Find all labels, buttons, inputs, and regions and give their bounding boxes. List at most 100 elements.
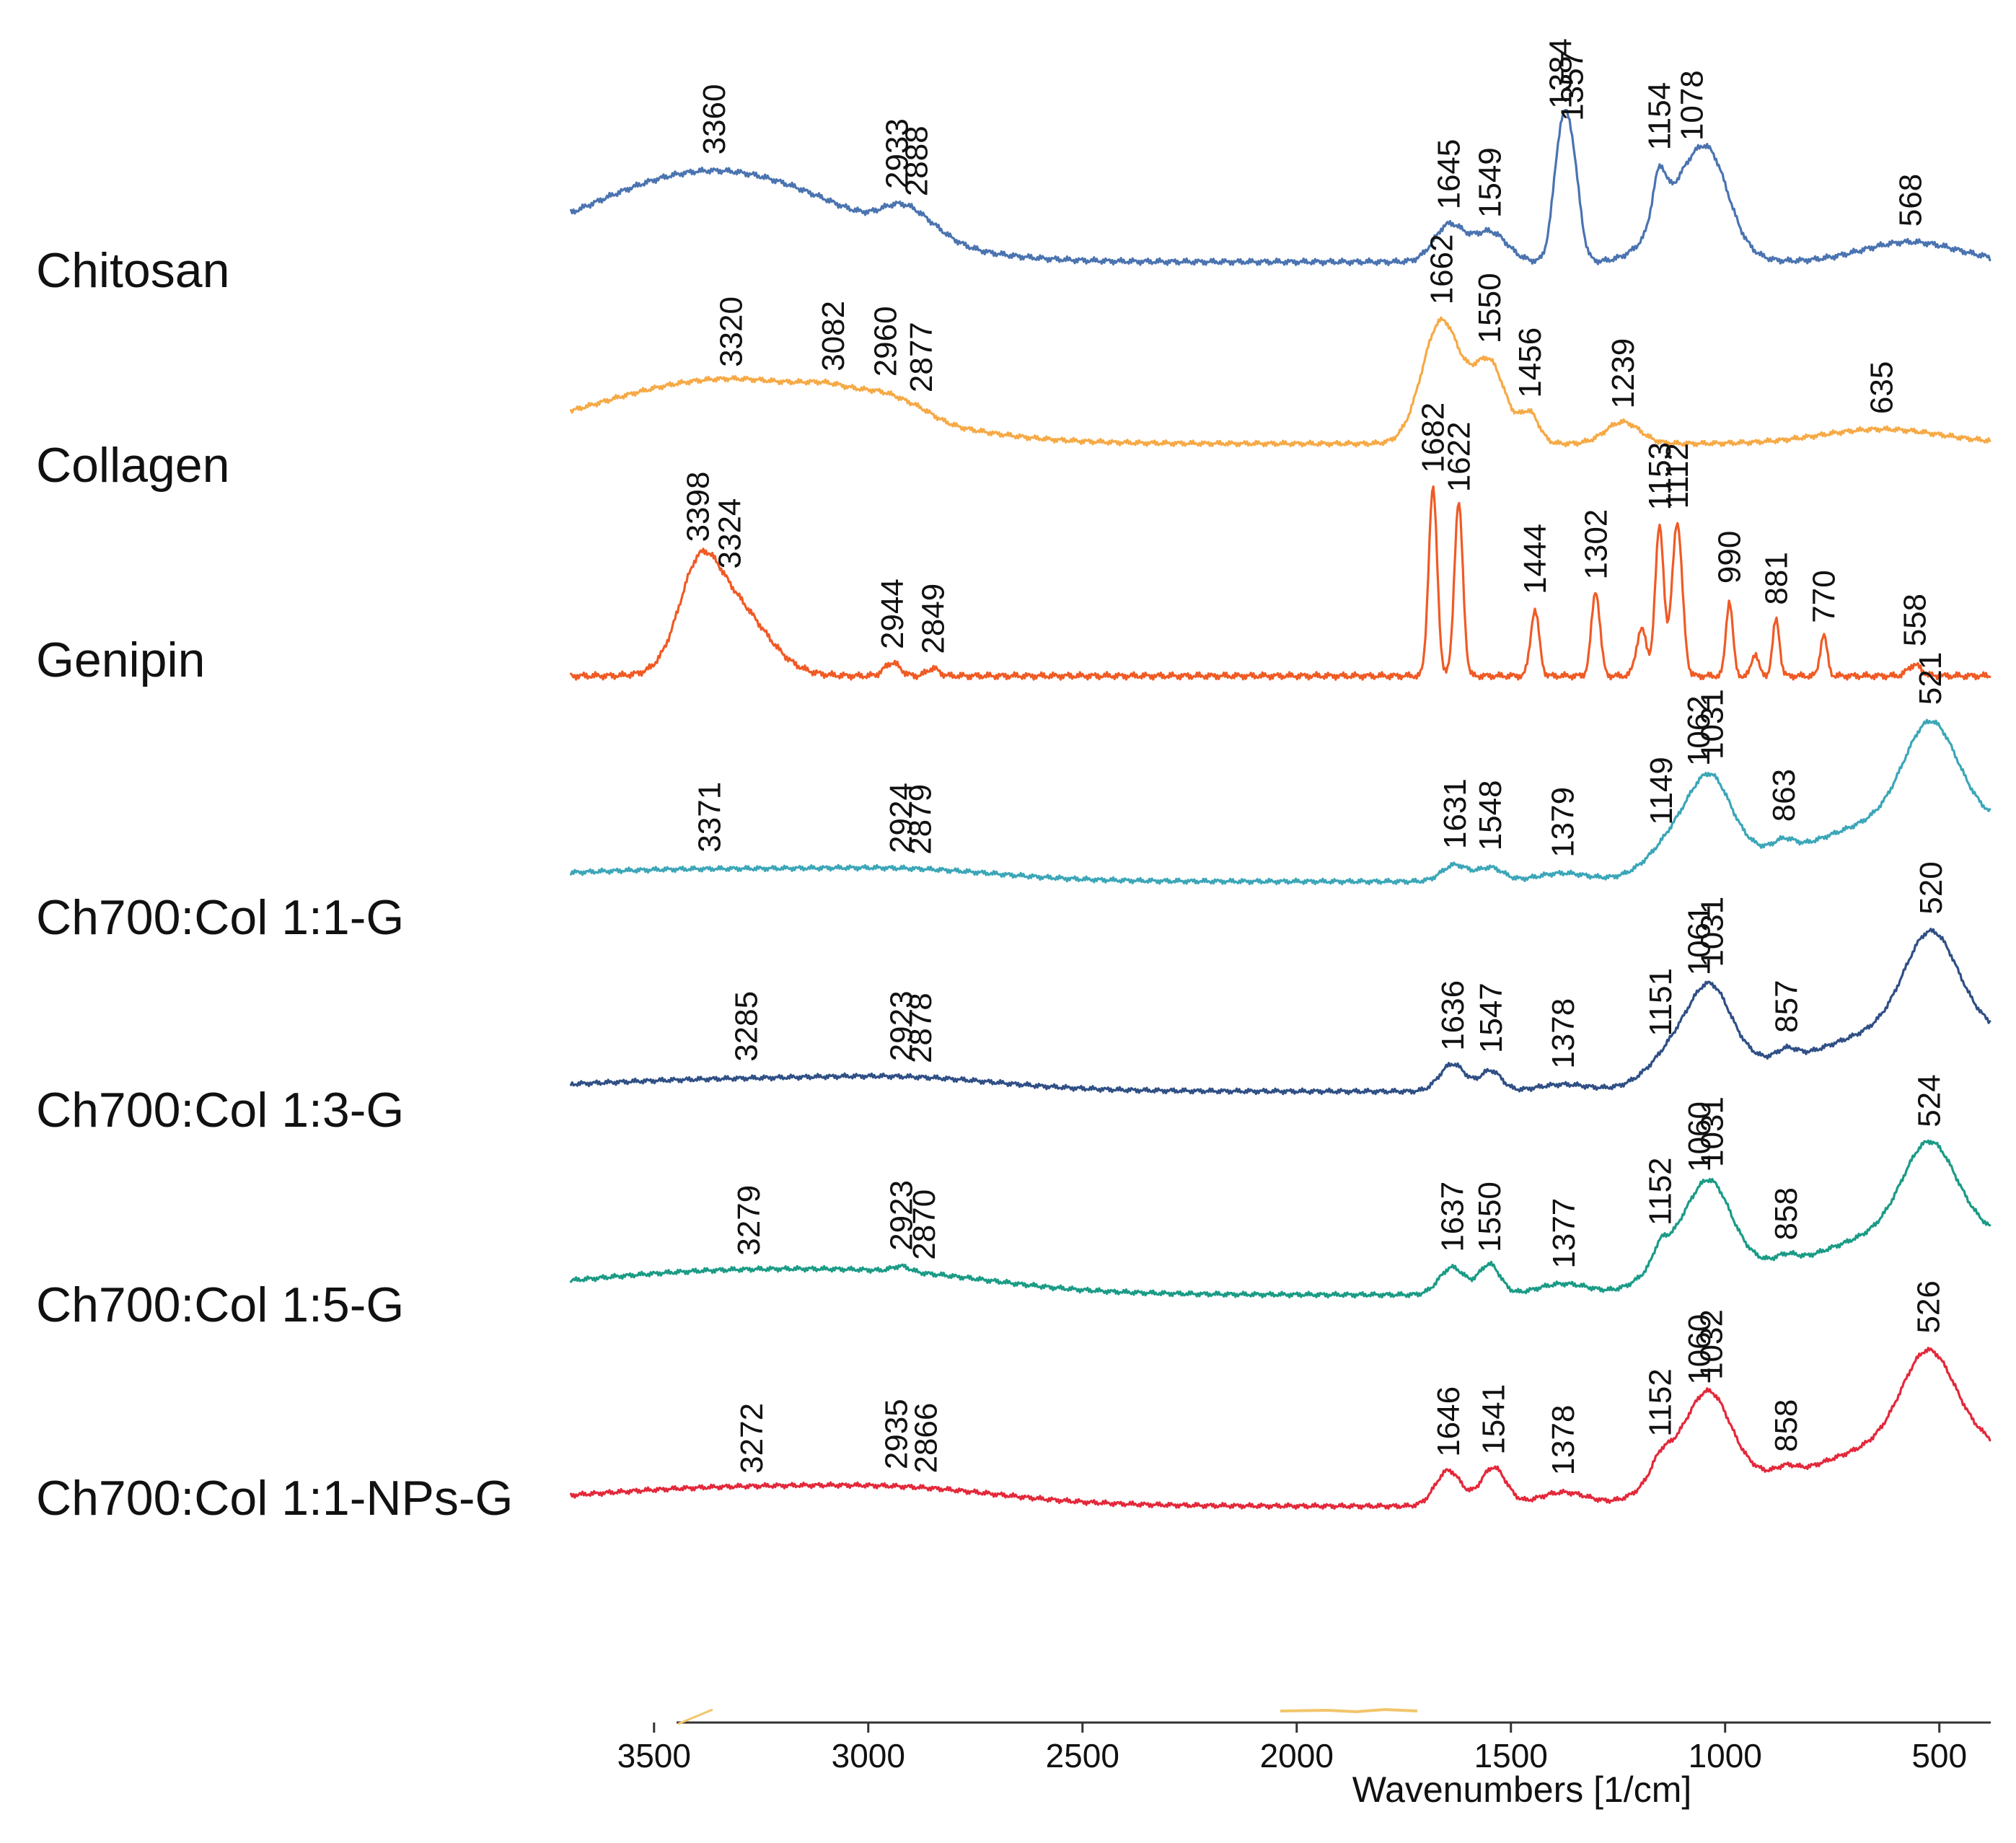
peak-label-ch700-col-1-3-g-520: 520 bbox=[1914, 861, 1949, 914]
spectrum-ch700-col-1-5-g bbox=[570, 1139, 1991, 1299]
x-tick-label-500: 500 bbox=[1911, 1737, 1967, 1774]
sample-label-ch700-col-1-1-g: Ch700:Col 1:1-G bbox=[36, 890, 404, 945]
peak-label-genipin-1302: 1302 bbox=[1578, 509, 1614, 580]
sample-labels: Chitosan Collagen Genipin Ch700:Col 1:1-G Ch… bbox=[36, 243, 513, 1526]
spectrum-collagen bbox=[570, 316, 1991, 448]
peak-label-ch700-col-1-1-g-1379: 1379 bbox=[1546, 787, 1581, 858]
peak-label-ch700-col-1-1-g-1062: 1062 bbox=[1681, 695, 1717, 766]
peak-label-ch700-col-1-3-g-857: 857 bbox=[1769, 980, 1805, 1032]
peak-label-ch700-col-1-5-g-1377: 1377 bbox=[1546, 1198, 1582, 1269]
peak-label-ch700-col-1-5-g-2870: 2870 bbox=[907, 1189, 942, 1260]
peak-label-ch700-col-1-3-g-3285: 3285 bbox=[729, 991, 765, 1062]
peak-label-collagen-2960: 2960 bbox=[868, 306, 904, 377]
peak-label-ch700-col-1-5-g-2923: 2923 bbox=[884, 1180, 920, 1251]
peak-label-ch700-col-1-1-g-2924: 2924 bbox=[884, 783, 919, 853]
x-tick-label-3000: 3000 bbox=[832, 1737, 905, 1774]
spectrum-genipin bbox=[570, 485, 1991, 681]
peak-label-collagen-1456: 1456 bbox=[1513, 327, 1548, 398]
x-axis-ticks: 3500 3000 2500 2000 1500 1000 500 bbox=[617, 1723, 1967, 1774]
peak-label-ch700-col-1-1-nps-g-1378: 1378 bbox=[1546, 1405, 1581, 1476]
baseline-artifact-left bbox=[677, 1708, 713, 1725]
sample-label-ch700-col-1-5-g: Ch700:Col 1:5-G bbox=[36, 1277, 404, 1332]
peak-label-collagen-635: 635 bbox=[1865, 361, 1900, 414]
spectrum-chitosan bbox=[570, 108, 1991, 267]
peak-label-ch700-col-1-1-g-1548: 1548 bbox=[1473, 780, 1508, 850]
peak-label-chitosan-1645: 1645 bbox=[1432, 139, 1467, 210]
peak-label-chitosan-3360: 3360 bbox=[697, 84, 732, 155]
spectra-series bbox=[570, 108, 1991, 1510]
peak-label-chitosan-568: 568 bbox=[1893, 174, 1928, 226]
x-tick-label-3500: 3500 bbox=[617, 1737, 691, 1774]
sample-label-ch700-col-1-1-nps-g: Ch700:Col 1:1-NPs-G bbox=[36, 1471, 513, 1526]
peak-label-ch700-col-1-1-nps-g-2866: 2866 bbox=[908, 1403, 943, 1474]
peak-label-genipin-2849: 2849 bbox=[916, 584, 951, 654]
x-tick-label-2000: 2000 bbox=[1260, 1737, 1334, 1774]
peak-label-chitosan-1384: 1384 bbox=[1544, 38, 1579, 109]
peak-label-ch700-col-1-1-g-1149: 1149 bbox=[1644, 757, 1679, 825]
peak-label-ch700-col-1-3-g-1031: 1031 bbox=[1694, 897, 1730, 967]
peak-label-genipin-1682: 1682 bbox=[1416, 403, 1451, 473]
peak-label-genipin-1112: 1112 bbox=[1660, 443, 1695, 509]
peak-label-genipin-1622: 1622 bbox=[1441, 421, 1476, 492]
peak-label-chitosan-2888: 2888 bbox=[899, 126, 934, 196]
spectrum-ch700-col-1-1-nps-g bbox=[570, 1347, 1991, 1510]
peak-label-genipin-881: 881 bbox=[1759, 552, 1794, 604]
peak-label-ch700-col-1-1-nps-g-2935: 2935 bbox=[879, 1399, 914, 1469]
x-tick-label-2500: 2500 bbox=[1046, 1737, 1119, 1774]
peak-label-ch700-col-1-1-nps-g-526: 526 bbox=[1911, 1280, 1946, 1333]
peak-label-ch700-col-1-1-nps-g-858: 858 bbox=[1769, 1399, 1804, 1452]
peak-label-ch700-col-1-5-g-1152: 1152 bbox=[1643, 1157, 1678, 1226]
peak-label-genipin-770: 770 bbox=[1806, 570, 1841, 623]
peak-label-ch700-col-1-1-nps-g-1646: 1646 bbox=[1431, 1386, 1466, 1457]
peak-label-chitosan-1154: 1154 bbox=[1642, 82, 1677, 151]
peak-label-ch700-col-1-3-g-2878: 2878 bbox=[903, 993, 938, 1063]
peak-label-ch700-col-1-5-g-1031: 1031 bbox=[1694, 1096, 1730, 1167]
peak-label-ch700-col-1-5-g-1060: 1060 bbox=[1682, 1101, 1717, 1172]
peak-label-collagen-1239: 1239 bbox=[1606, 338, 1641, 409]
peak-label-ch700-col-1-1-g-1631: 1631 bbox=[1438, 778, 1473, 849]
peak-label-ch700-col-1-5-g-3279: 3279 bbox=[731, 1185, 767, 1256]
peak-label-genipin-990: 990 bbox=[1712, 531, 1748, 584]
peak-label-collagen-2877: 2877 bbox=[904, 322, 939, 392]
peak-label-genipin-3398: 3398 bbox=[680, 472, 716, 542]
peak-label-ch700-col-1-1-g-863: 863 bbox=[1766, 769, 1802, 822]
peak-label-ch700-col-1-1-g-1031: 1031 bbox=[1694, 689, 1730, 760]
peak-label-ch700-col-1-5-g-858: 858 bbox=[1769, 1187, 1804, 1240]
peak-label-ch700-col-1-1-nps-g-3272: 3272 bbox=[734, 1403, 770, 1474]
peak-label-chitosan-1357: 1357 bbox=[1555, 50, 1590, 121]
peak-label-ch700-col-1-1-nps-g-1152: 1152 bbox=[1643, 1368, 1678, 1437]
peak-label-chitosan-1078: 1078 bbox=[1674, 70, 1709, 141]
peak-label-collagen-3082: 3082 bbox=[816, 301, 851, 371]
peak-label-ch700-col-1-1-nps-g-1060: 1060 bbox=[1682, 1314, 1717, 1385]
spectrum-ch700-col-1-1-g bbox=[570, 718, 1991, 886]
peak-label-genipin-3324: 3324 bbox=[712, 498, 747, 569]
peak-label-genipin-558: 558 bbox=[1897, 594, 1932, 646]
peak-label-ch700-col-1-1-g-3371: 3371 bbox=[692, 782, 727, 853]
peak-label-genipin-1444: 1444 bbox=[1518, 524, 1553, 594]
peak-label-ch700-col-1-1-g-521: 521 bbox=[1913, 652, 1948, 705]
peak-label-ch700-col-1-1-nps-g-1541: 1541 bbox=[1476, 1384, 1511, 1455]
peak-label-ch700-col-1-3-g-1547: 1547 bbox=[1474, 982, 1509, 1053]
peak-label-genipin-1153: 1153 bbox=[1642, 442, 1678, 511]
x-tick-label-1500: 1500 bbox=[1474, 1737, 1548, 1774]
sample-label-chitosan: Chitosan bbox=[36, 243, 229, 298]
peak-label-collagen-1662: 1662 bbox=[1425, 234, 1460, 305]
peak-label-genipin-2944: 2944 bbox=[875, 579, 910, 649]
peak-label-collagen-1550: 1550 bbox=[1472, 273, 1507, 343]
peak-label-collagen-3320: 3320 bbox=[714, 296, 749, 367]
baseline-artifact-middle bbox=[1280, 1707, 1418, 1714]
peak-label-chitosan-2933: 2933 bbox=[880, 118, 915, 189]
peak-label-ch700-col-1-3-g-1061: 1061 bbox=[1682, 905, 1717, 976]
peak-label-ch700-col-1-5-g-524: 524 bbox=[1912, 1074, 1947, 1127]
peak-label-ch700-col-1-3-g-2923: 2923 bbox=[884, 990, 920, 1061]
sample-label-ch700-col-1-3-g: Ch700:Col 1:3-G bbox=[36, 1083, 404, 1138]
sample-label-collagen: Collagen bbox=[36, 438, 229, 493]
peak-label-ch700-col-1-5-g-1637: 1637 bbox=[1435, 1182, 1470, 1252]
x-axis-title: Wavenumbers [1/cm] bbox=[1352, 1769, 1692, 1810]
sample-label-genipin: Genipin bbox=[36, 633, 205, 687]
spectrum-ch700-col-1-3-g bbox=[570, 928, 1991, 1096]
peak-label-ch700-col-1-3-g-1151: 1151 bbox=[1643, 968, 1678, 1037]
peak-label-ch700-col-1-3-g-1636: 1636 bbox=[1435, 980, 1471, 1051]
